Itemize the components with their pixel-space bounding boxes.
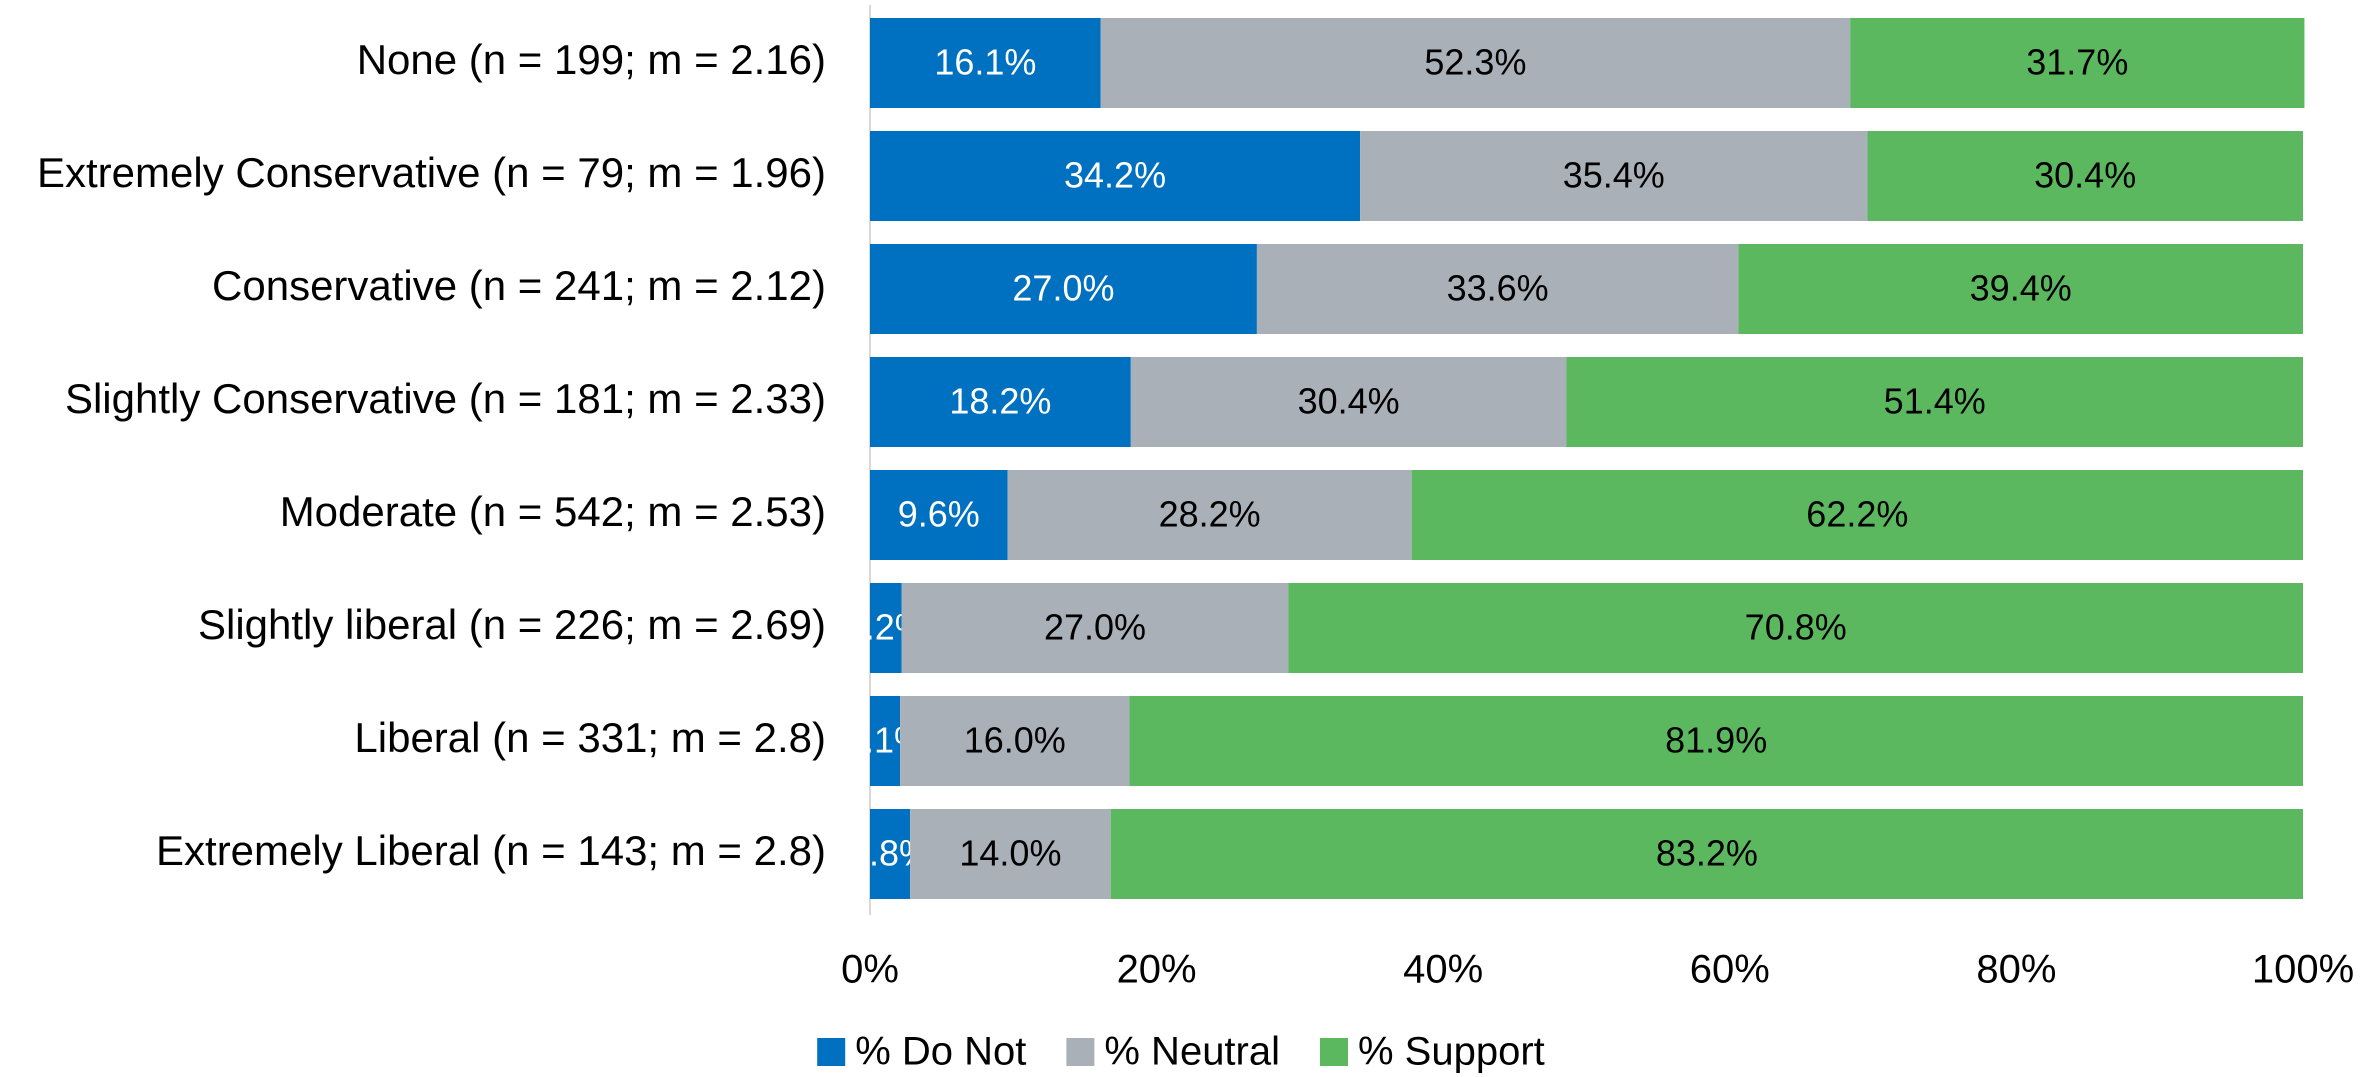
bar-segment (1738, 244, 2303, 334)
category-label: Slightly liberal (n = 226; m = 2.69) (198, 601, 826, 648)
data-label: 51.4% (1884, 381, 1986, 422)
bar-segment (1288, 583, 2303, 673)
bar-segment (870, 244, 1257, 334)
bar-segment (870, 131, 1361, 221)
data-label: 9.6% (898, 494, 980, 535)
category-label: None (n = 199; m = 2.16) (357, 36, 826, 83)
category-label: Liberal (n = 331; m = 2.8) (354, 714, 826, 761)
bar-segment (1007, 470, 1412, 560)
data-label: 30.4% (2034, 155, 2136, 196)
data-label: 83.2% (1656, 833, 1758, 874)
category-label: Extremely Liberal (n = 143; m = 2.8) (156, 827, 826, 874)
data-label: 27.0% (1012, 268, 1114, 309)
data-label: 28.2% (1159, 494, 1261, 535)
bar-segment (870, 470, 1008, 560)
category-label: Conservative (n = 241; m = 2.12) (212, 262, 826, 309)
legend-label: % Neutral (1104, 1030, 1280, 1074)
data-label: 27.0% (1044, 607, 1146, 648)
bar-segment (1850, 18, 2305, 108)
legend-swatch (1320, 1038, 1349, 1066)
bar-segment (1130, 357, 1567, 447)
category-label: Moderate (n = 542; m = 2.53) (280, 488, 826, 535)
bar-segment (1100, 18, 1851, 108)
bar-segment (900, 696, 1130, 786)
bar-segment (870, 583, 902, 673)
data-label: 16.0% (964, 720, 1066, 761)
x-tick-label: 80% (1976, 948, 2056, 992)
bar-segment (1867, 131, 2303, 221)
bar-segment (1129, 696, 2303, 786)
bar-segment (1566, 357, 2303, 447)
bar-segment (910, 809, 1111, 899)
legend-label: % Support (1358, 1030, 1545, 1074)
data-label: 14.0% (959, 833, 1061, 874)
data-label: 34.2% (1064, 155, 1166, 196)
bar-segment (870, 357, 1131, 447)
category-label: Extremely Conservative (n = 79; m = 1.96… (37, 149, 826, 196)
legend-label: % Do Not (855, 1030, 1026, 1074)
bar-segment (1110, 809, 2303, 899)
x-tick-label: 100% (2252, 948, 2354, 992)
x-tick-label: 40% (1403, 948, 1483, 992)
data-label: 18.2% (949, 381, 1051, 422)
bar-segment (870, 696, 901, 786)
data-label: 31.7% (2026, 42, 2128, 83)
bar-segment (870, 18, 1101, 108)
x-tick-label: 0% (841, 948, 899, 992)
bar-segment (901, 583, 1289, 673)
legend-swatch (817, 1038, 846, 1066)
x-tick-label: 60% (1690, 948, 1770, 992)
data-label: 35.4% (1563, 155, 1665, 196)
data-label: 62.2% (1806, 494, 1908, 535)
category-label: Slightly Conservative (n = 181; m = 2.33… (65, 375, 826, 422)
bar-segment (1360, 131, 1868, 221)
data-label: 33.6% (1447, 268, 1549, 309)
data-label: 16.1% (934, 42, 1036, 83)
data-label: 70.8% (1745, 607, 1847, 648)
x-tick-label: 20% (1117, 948, 1197, 992)
data-label: 52.3% (1424, 42, 1526, 83)
bar-segment (1256, 244, 1739, 334)
legend-swatch (1066, 1038, 1095, 1066)
data-label: 81.9% (1665, 720, 1767, 761)
data-label: 30.4% (1298, 381, 1400, 422)
bar-segment (870, 809, 911, 899)
bar-segment (1411, 470, 2303, 560)
data-label: 39.4% (1970, 268, 2072, 309)
